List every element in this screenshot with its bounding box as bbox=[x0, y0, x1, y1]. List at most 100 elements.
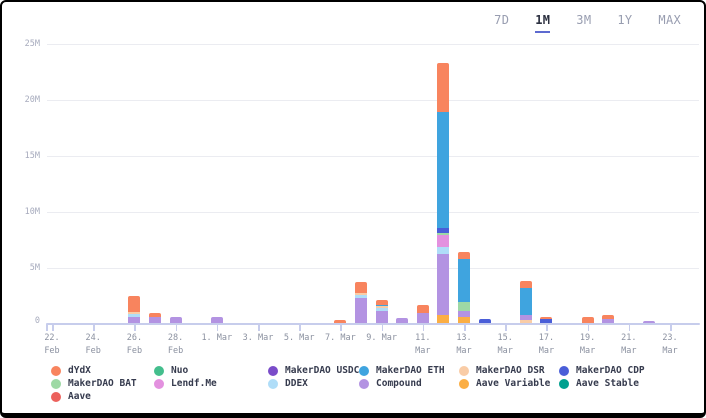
legend-dot bbox=[51, 365, 61, 376]
legend-item-makerdao-bat[interactable]: MakerDAO BAT bbox=[51, 377, 137, 390]
x-axis-tick bbox=[587, 325, 590, 331]
bar-segment-dydx[interactable] bbox=[458, 251, 470, 260]
legend-item-dydx[interactable]: dYdX bbox=[51, 364, 137, 377]
legend-item-makerdao-eth[interactable]: MakerDAO ETH bbox=[359, 364, 445, 377]
range-option-1y[interactable]: 1Y bbox=[617, 13, 633, 27]
bar[interactable] bbox=[478, 318, 491, 323]
bar[interactable] bbox=[458, 251, 470, 323]
range-option-3m[interactable]: 3M bbox=[576, 13, 592, 27]
x-tick-label-line: Mar bbox=[456, 346, 472, 356]
bar-segment-dydx[interactable] bbox=[519, 281, 532, 288]
bar-segment-makerdao-dsr[interactable] bbox=[355, 292, 367, 296]
legend-column: Nuo Lendf.Me bbox=[154, 364, 217, 390]
bar-segment-makerdao-eth[interactable] bbox=[375, 304, 388, 307]
bar-segment-lendf-me[interactable] bbox=[437, 235, 450, 247]
bar-segment-makerdao-cdp[interactable] bbox=[540, 319, 553, 323]
legend-item-aave-stable[interactable]: Aave Stable bbox=[559, 377, 645, 390]
x-tick-label-line: 5. Mar bbox=[283, 333, 315, 343]
bar-segment-compound[interactable] bbox=[396, 317, 409, 323]
range-option-1m[interactable]: 1M bbox=[535, 13, 551, 33]
legend-label: MakerDAO ETH bbox=[376, 365, 445, 376]
bar-segment-makerdao-cdp[interactable] bbox=[437, 228, 450, 233]
bar-segment-compound[interactable] bbox=[437, 253, 450, 316]
legend-item-aave-variable[interactable]: Aave Variable bbox=[459, 377, 550, 390]
bar-segment-compound[interactable] bbox=[355, 298, 367, 323]
bar-segment-makerdao-cdp[interactable] bbox=[478, 318, 491, 323]
bar[interactable] bbox=[210, 316, 223, 323]
bar[interactable] bbox=[355, 281, 367, 323]
bar-segment-dydx[interactable] bbox=[602, 314, 615, 319]
bar[interactable] bbox=[540, 316, 553, 323]
bar[interactable] bbox=[149, 312, 161, 323]
bar[interactable] bbox=[396, 317, 409, 323]
bar-segment-compound[interactable] bbox=[519, 314, 532, 320]
legend-item-makerdao-cdp[interactable]: MakerDAO CDP bbox=[559, 364, 645, 377]
legend-item-ddex[interactable]: DDEX bbox=[268, 377, 359, 390]
bar-segment-aave-variable[interactable] bbox=[458, 316, 470, 323]
bar-segment-makerdao-eth[interactable] bbox=[519, 287, 532, 315]
bar[interactable] bbox=[375, 300, 388, 323]
bar-segment-dydx[interactable] bbox=[149, 312, 161, 317]
bar-segment-compound[interactable] bbox=[416, 312, 429, 323]
bar[interactable] bbox=[334, 320, 347, 323]
bar[interactable] bbox=[169, 316, 182, 323]
bar-segment-aave-variable[interactable] bbox=[437, 315, 450, 323]
legend-dot bbox=[459, 365, 469, 376]
x-tick-label-line: Mar bbox=[497, 346, 513, 356]
x-axis-tick bbox=[175, 325, 178, 331]
bar-segment-dydx[interactable] bbox=[128, 295, 141, 312]
plot-area: 0 5M 10M 15M 20M 25M 22. Feb 24. Feb 26. Feb 28. Feb 1… bbox=[25, 39, 700, 356]
legend-label: DDEX bbox=[285, 378, 308, 389]
x-tick-label-line: 1. Mar bbox=[201, 333, 233, 343]
bar-segment-compound[interactable] bbox=[169, 316, 182, 323]
bar-segment-makerdao-eth[interactable] bbox=[458, 259, 470, 303]
range-selector: 7D 1M 3M 1Y MAX bbox=[494, 13, 681, 33]
bar-segment-makerdao-eth[interactable] bbox=[437, 111, 450, 229]
bar-segment-compound[interactable] bbox=[149, 316, 161, 323]
bar-segment-makerdao-dsr[interactable] bbox=[519, 319, 532, 323]
bar[interactable] bbox=[416, 304, 429, 323]
bar-segment-ddex[interactable] bbox=[355, 295, 367, 299]
bar-segment-compound[interactable] bbox=[643, 320, 656, 323]
bar-segment-makerdao-bat[interactable] bbox=[458, 302, 470, 312]
bar-segment-ddex[interactable] bbox=[375, 307, 388, 311]
bar-segment-compound[interactable] bbox=[458, 311, 470, 317]
bar[interactable] bbox=[602, 314, 615, 323]
bar-segment-dydx[interactable] bbox=[334, 320, 347, 323]
bar[interactable] bbox=[643, 320, 656, 323]
bar-segment-ddex[interactable] bbox=[128, 314, 141, 317]
bar-segment-compound[interactable] bbox=[128, 316, 141, 323]
bar-segment-makerdao-dsr[interactable] bbox=[128, 311, 141, 315]
x-axis-tick bbox=[93, 325, 95, 331]
bar-segment-compound[interactable] bbox=[210, 316, 223, 323]
bar[interactable] bbox=[519, 281, 532, 323]
legend-label: MakerDAO USDC bbox=[285, 365, 360, 376]
legend-item-makerdao-usdc[interactable]: MakerDAO USDC bbox=[268, 364, 359, 377]
y-tick-label: 20M bbox=[24, 95, 40, 105]
range-option-max[interactable]: MAX bbox=[658, 13, 681, 27]
bar-segment-makerdao-bat[interactable] bbox=[437, 232, 450, 236]
x-tick-label: 9. Mar bbox=[354, 332, 410, 345]
bar-segment-dydx[interactable] bbox=[416, 304, 429, 313]
bar[interactable] bbox=[437, 62, 450, 323]
bar-segment-makerdao-dsr[interactable] bbox=[375, 306, 388, 308]
bar-segment-dydx[interactable] bbox=[540, 316, 553, 320]
range-option-7d[interactable]: 7D bbox=[494, 13, 510, 27]
bar[interactable] bbox=[128, 295, 141, 323]
bar[interactable] bbox=[581, 317, 594, 323]
legend-item-aave[interactable]: Aave bbox=[51, 390, 137, 403]
x-axis-tick bbox=[216, 325, 219, 331]
legend-item-nuo[interactable]: Nuo bbox=[154, 364, 217, 377]
x-tick-label-line: Feb bbox=[167, 346, 184, 356]
bar-segment-dydx[interactable] bbox=[581, 317, 594, 323]
legend-item-makerdao-dsr[interactable]: MakerDAO DSR bbox=[459, 364, 550, 377]
x-tick-label-line: Mar bbox=[662, 346, 678, 356]
bar-segment-compound[interactable] bbox=[602, 318, 615, 323]
bar-segment-compound[interactable] bbox=[375, 310, 388, 323]
bar-segment-dydx[interactable] bbox=[355, 281, 367, 293]
bar-segment-dydx[interactable] bbox=[437, 62, 450, 112]
legend-item-lendf-me[interactable]: Lendf.Me bbox=[154, 377, 217, 390]
bar-segment-ddex[interactable] bbox=[437, 246, 450, 254]
legend-item-compound[interactable]: Compound bbox=[359, 377, 445, 390]
bar-segment-dydx[interactable] bbox=[375, 300, 388, 305]
